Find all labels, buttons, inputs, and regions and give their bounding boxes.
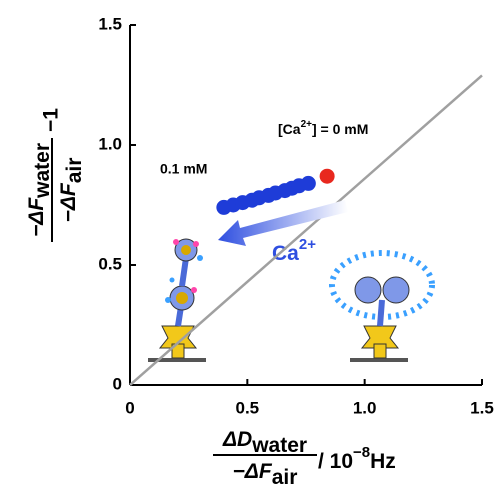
label-sub: water <box>31 143 54 199</box>
point <box>319 168 335 184</box>
y-tick-label: 0.5 <box>98 254 122 273</box>
axis-label-part: −ΔFwater <box>25 143 54 237</box>
label-main: −ΔF <box>57 182 80 222</box>
x-axis-label: ΔDwater −ΔFair / 10−8Hz <box>213 428 396 489</box>
x-label-suffix: / 10−8Hz <box>318 444 396 473</box>
label-sup: −8 <box>353 444 370 461</box>
label-part: / 10 <box>318 450 353 473</box>
label-main: −ΔF <box>233 460 273 483</box>
arrow <box>218 200 348 246</box>
label-main: −ΔF <box>25 197 48 237</box>
label-sub: air <box>63 158 86 184</box>
y-axis-label: −ΔFwater−ΔFair−1 <box>25 108 86 242</box>
label-main: ΔD <box>222 428 252 451</box>
label-sub: water <box>251 434 307 457</box>
cartoon-bound <box>148 238 206 362</box>
point <box>300 175 316 191</box>
axis-label-part: ΔDwater <box>222 428 307 457</box>
annotation: [Ca2+] = 0 mM <box>278 119 368 137</box>
cartoon-free <box>329 250 435 362</box>
x-tick-label: 1.5 <box>470 398 494 417</box>
label-sub: air <box>272 466 298 489</box>
reference-line <box>129 74 483 386</box>
y-tick-label: 0 <box>113 374 122 393</box>
axis-label-part: −ΔFair <box>57 158 86 223</box>
y-label-suffix: −1 <box>40 108 63 132</box>
y-tick-label: 1.0 <box>98 134 122 153</box>
label-part: Hz <box>370 450 396 473</box>
x-tick-label: 0 <box>125 398 134 417</box>
y-tick-label: 1.5 <box>98 14 122 33</box>
axis-label-part: −ΔFair <box>233 460 298 489</box>
arrow-label: Ca2+ <box>272 236 316 265</box>
x-tick-label: 0.5 <box>236 398 260 417</box>
x-tick-label: 1.0 <box>353 398 377 417</box>
annotation: 0.1 mM <box>160 161 207 177</box>
